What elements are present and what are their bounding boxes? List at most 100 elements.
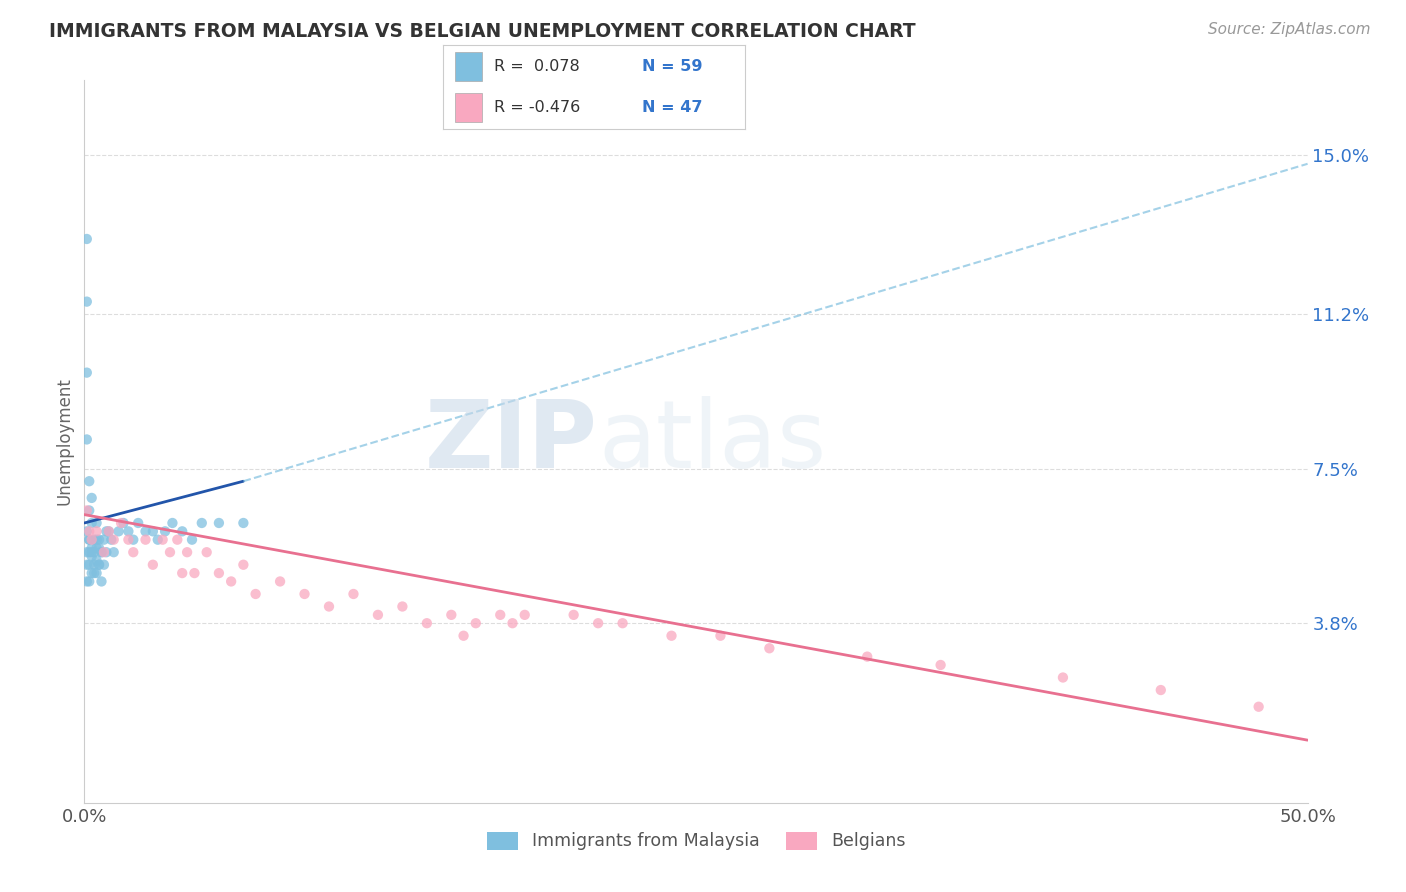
Point — [76, 294, 98, 309]
Point — [176, 545, 198, 559]
Point — [152, 533, 174, 547]
Point — [80, 541, 103, 555]
Point — [208, 516, 231, 530]
Point — [117, 533, 139, 547]
Point — [219, 574, 242, 589]
Point — [1150, 683, 1173, 698]
Point — [87, 541, 110, 555]
Point — [80, 566, 103, 580]
Point — [208, 566, 231, 580]
Point — [93, 545, 115, 559]
Point — [86, 541, 108, 555]
Point — [93, 558, 115, 572]
Point — [76, 503, 98, 517]
Point — [1052, 671, 1074, 685]
Point — [77, 545, 100, 559]
Text: R =  0.078: R = 0.078 — [495, 59, 581, 74]
Point — [513, 607, 536, 622]
Point — [142, 524, 165, 539]
Point — [159, 545, 181, 559]
Point — [96, 545, 118, 559]
Point — [83, 533, 105, 547]
Point — [90, 574, 112, 589]
Point — [80, 549, 103, 564]
Point — [86, 533, 108, 547]
Point — [86, 516, 108, 530]
Point — [77, 533, 100, 547]
Point — [80, 516, 103, 530]
Point — [76, 433, 98, 447]
Point — [110, 516, 132, 530]
Point — [117, 524, 139, 539]
Point — [453, 629, 475, 643]
Point — [77, 533, 100, 547]
Point — [103, 533, 125, 547]
Point — [269, 574, 291, 589]
Point — [142, 558, 165, 572]
Point — [80, 545, 103, 559]
Point — [709, 629, 731, 643]
Point — [80, 491, 103, 505]
Point — [87, 558, 110, 572]
Point — [502, 616, 524, 631]
Point — [86, 566, 108, 580]
Point — [77, 524, 100, 539]
Point — [103, 545, 125, 559]
Point — [135, 524, 157, 539]
Point — [86, 524, 108, 539]
Point — [122, 533, 145, 547]
Point — [97, 524, 120, 539]
Point — [77, 574, 100, 589]
Point — [112, 516, 135, 530]
Point — [856, 649, 879, 664]
Point — [758, 641, 780, 656]
Point — [83, 566, 105, 580]
Point — [76, 545, 98, 559]
Text: R = -0.476: R = -0.476 — [495, 100, 581, 115]
Point — [86, 553, 108, 567]
Point — [232, 516, 254, 530]
Text: atlas: atlas — [598, 395, 827, 488]
Point — [77, 474, 100, 488]
Point — [162, 516, 184, 530]
Point — [135, 533, 157, 547]
Point — [172, 566, 194, 580]
Y-axis label: Unemployment: Unemployment — [55, 377, 73, 506]
Point — [172, 524, 194, 539]
Point — [76, 232, 98, 246]
Point — [97, 524, 120, 539]
Point — [83, 558, 105, 572]
Point — [80, 533, 103, 547]
Point — [440, 607, 463, 622]
Point — [464, 616, 486, 631]
Point — [93, 533, 115, 547]
Point — [76, 524, 98, 539]
Point — [391, 599, 413, 614]
Point — [146, 533, 169, 547]
Point — [318, 599, 340, 614]
Point — [87, 533, 110, 547]
Point — [416, 616, 439, 631]
Point — [77, 503, 100, 517]
Point — [929, 657, 952, 672]
Point — [294, 587, 316, 601]
Point — [181, 533, 204, 547]
FancyBboxPatch shape — [456, 93, 482, 121]
Point — [76, 574, 98, 589]
Point — [232, 558, 254, 572]
Point — [489, 607, 512, 622]
Point — [107, 524, 129, 539]
Point — [77, 558, 100, 572]
Point — [127, 516, 149, 530]
Point — [612, 616, 634, 631]
Point — [562, 607, 585, 622]
Point — [166, 533, 188, 547]
Point — [195, 545, 218, 559]
Point — [367, 607, 389, 622]
Point — [90, 545, 112, 559]
Text: IMMIGRANTS FROM MALAYSIA VS BELGIAN UNEMPLOYMENT CORRELATION CHART: IMMIGRANTS FROM MALAYSIA VS BELGIAN UNEM… — [49, 22, 915, 41]
Text: N = 47: N = 47 — [643, 100, 703, 115]
Legend: Immigrants from Malaysia, Belgians: Immigrants from Malaysia, Belgians — [478, 823, 914, 859]
Text: Source: ZipAtlas.com: Source: ZipAtlas.com — [1208, 22, 1371, 37]
Point — [87, 558, 110, 572]
